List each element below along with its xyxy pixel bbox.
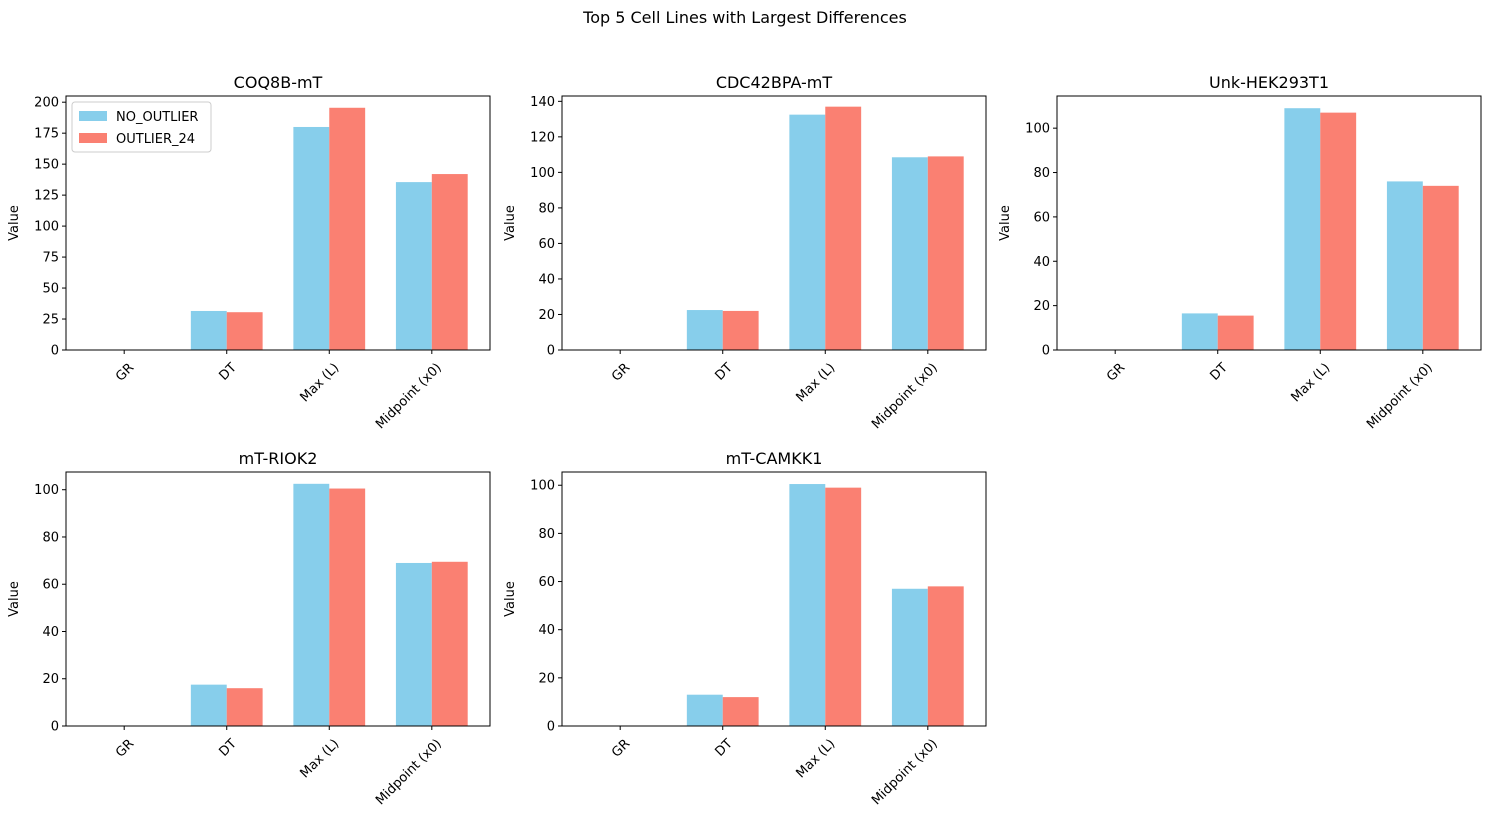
y-tick-label: 100 [530,166,555,181]
y-tick-label: 50 [42,282,59,297]
bar-outlier-24-3 [329,488,366,726]
bar-outlier-24-3 [329,107,366,351]
bar-no-outlier-4 [395,562,432,726]
y-tick-label: 0 [547,720,555,735]
y-tick-label: 60 [1033,210,1050,225]
legend-swatch-outlier-24 [79,133,107,143]
y-axis-label: Value [7,205,22,241]
y-tick-label: 40 [1033,255,1050,270]
legend-swatch-no-outlier [79,111,107,121]
bar-outlier-24-2 [226,312,263,350]
axes-frame [65,471,491,727]
figure-suptitle: Top 5 Cell Lines with Largest Difference… [582,8,907,27]
bar-outlier-24-4 [927,586,964,726]
y-axis-label: Value [7,581,22,617]
y-tick-label: 80 [538,527,555,542]
y-tick-label: 75 [42,251,59,266]
bar-no-outlier-4 [1386,181,1423,350]
subplot-title: mT-CAMKK1 [726,449,823,468]
axes-frame [561,471,987,727]
bar-outlier-24-2 [226,688,263,726]
y-tick-label: 60 [42,578,59,593]
y-axis-label: Value [503,205,518,241]
bar-no-outlier-3 [293,483,330,726]
bar-outlier-24-4 [927,156,964,350]
y-tick-label: 0 [51,720,59,735]
y-tick-label: 20 [538,671,555,686]
y-tick-label: 0 [51,344,59,359]
y-tick-label: 40 [538,623,555,638]
y-tick-label: 120 [530,130,555,145]
y-tick-label: 40 [538,272,555,287]
bar-outlier-24-4 [431,174,468,350]
bar-no-outlier-3 [1284,108,1321,351]
y-tick-label: 100 [530,479,555,494]
bar-outlier-24-3 [825,106,862,350]
y-tick-label: 0 [547,344,555,359]
subplot-title: Unk-HEK293T1 [1209,73,1329,92]
y-tick-label: 200 [34,96,59,111]
bar-no-outlier-2 [190,310,227,350]
legend-label-outlier-24: OUTLIER_24 [116,132,195,147]
y-tick-label: 25 [42,313,59,328]
bar-no-outlier-2 [190,684,227,726]
axes-frame [1056,95,1482,351]
bar-no-outlier-3 [789,114,826,350]
bar-no-outlier-2 [1181,313,1218,350]
y-axis-label: Value [503,581,518,617]
bar-no-outlier-3 [789,484,826,726]
y-tick-label: 100 [34,483,59,498]
bar-outlier-24-2 [722,697,759,726]
y-tick-label: 20 [1033,299,1050,314]
bar-no-outlier-4 [891,588,928,726]
y-tick-label: 40 [42,625,59,640]
bar-no-outlier-2 [686,310,723,350]
bar-outlier-24-4 [1422,185,1459,350]
subplot-title: CDC42BPA-mT [716,73,833,92]
y-tick-label: 125 [34,189,59,204]
bar-outlier-24-2 [1217,315,1254,350]
y-tick-label: 100 [1025,122,1050,137]
bar-no-outlier-2 [686,694,723,726]
y-tick-label: 20 [42,672,59,687]
y-tick-label: 150 [34,158,59,173]
legend: NO_OUTLIER OUTLIER_24 [71,101,212,153]
subplot-title: COQ8B-mT [234,73,323,92]
y-tick-label: 60 [538,575,555,590]
y-tick-label: 20 [538,308,555,323]
bar-outlier-24-2 [722,310,759,350]
bar-outlier-24-3 [825,487,862,726]
y-tick-label: 80 [538,201,555,216]
y-tick-label: 140 [530,95,555,110]
y-tick-label: 60 [538,237,555,252]
y-tick-label: 80 [1033,166,1050,181]
bar-no-outlier-4 [395,182,432,350]
bar-no-outlier-4 [891,157,928,350]
legend-label-no-outlier: NO_OUTLIER [116,110,198,125]
axes-frame [561,95,987,351]
subplot-title: mT-RIOK2 [239,449,318,468]
y-axis-label: Value [998,205,1013,241]
bar-outlier-24-3 [1320,112,1357,350]
y-tick-label: 175 [34,127,59,142]
y-tick-label: 0 [1042,344,1050,359]
y-tick-label: 100 [34,220,59,235]
bar-outlier-24-4 [431,561,468,726]
bar-no-outlier-3 [293,126,330,350]
axes-frame [65,95,491,351]
y-tick-label: 80 [42,530,59,545]
